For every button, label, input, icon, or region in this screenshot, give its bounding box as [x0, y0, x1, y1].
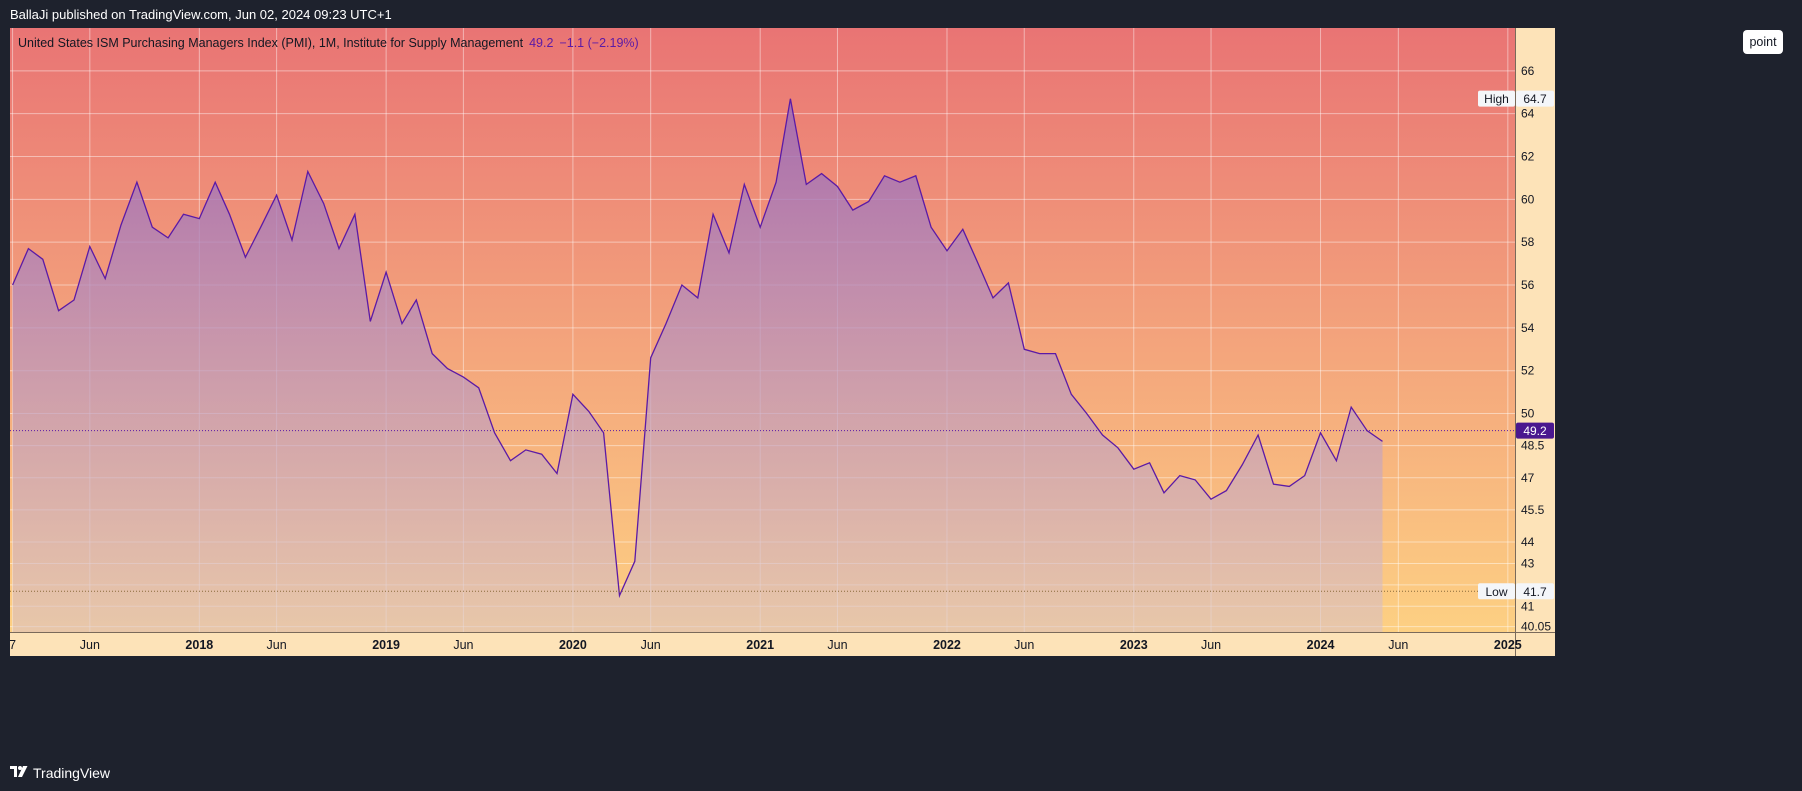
x-axis[interactable]: 7 Jun 2018 Jun 2019 Jun 2020 Jun 2021 Jun 2022 Jun 2…: [10, 638, 1522, 652]
x-tick-label: 2023: [1120, 638, 1148, 652]
y-tick-label: 52: [1521, 364, 1535, 378]
x-tick-label: Jun: [1014, 638, 1034, 652]
y-tick-label: 41: [1521, 599, 1535, 613]
y-tick-label: 45.5: [1521, 503, 1545, 517]
chart-panel[interactable]: 66646260585654525048.54745.54443424140.0…: [10, 28, 1792, 755]
pmi-chart[interactable]: 66646260585654525048.54745.54443424140.0…: [10, 28, 1792, 755]
pmi-line: [12, 98, 1383, 599]
price-tags: High 64.7 Low 41.7 49.2: [1478, 90, 1554, 600]
x-tick-label: Jun: [1201, 638, 1221, 652]
x-tick-label: Jun: [80, 638, 100, 652]
high-flag: [1478, 90, 1515, 107]
y-axis[interactable]: 66646260585654525048.54745.54443424140.0…: [1521, 64, 1551, 634]
y-tick-label: 47: [1521, 471, 1535, 485]
y-tick-label: 50: [1521, 407, 1535, 421]
x-tick-label: 2024: [1307, 638, 1335, 652]
x-tick-label: 2020: [559, 638, 587, 652]
low-flag: [1478, 583, 1515, 600]
high-tag: [1516, 90, 1554, 107]
y-tick-label: 44: [1521, 535, 1535, 549]
x-tick-label: Jun: [641, 638, 661, 652]
x-tick-label: 2022: [933, 638, 961, 652]
footer-brand: TradingView: [33, 765, 111, 781]
y-tick-label: 40.05: [1521, 620, 1551, 634]
marker-lines: [10, 430, 1515, 592]
last-tag: [1516, 422, 1554, 439]
y-tick-label: 56: [1521, 278, 1535, 292]
y-tick-label: 48.5: [1521, 439, 1545, 453]
x-tick-label: 2018: [185, 638, 213, 652]
x-tick-label: 7: [10, 638, 16, 652]
x-tick-label: 2019: [372, 638, 400, 652]
x-tick-label: Jun: [827, 638, 847, 652]
y-tick-label: 43: [1521, 556, 1535, 570]
legend-change: −1.1 (−2.19%): [559, 36, 639, 50]
chart-legend: United States ISM Purchasing Managers In…: [18, 36, 639, 50]
y-tick-label: 64: [1521, 107, 1535, 121]
last-tag-label: 49.2: [1523, 424, 1547, 438]
pmi-area: [12, 98, 1383, 632]
y-tick-label: 62: [1521, 150, 1535, 164]
high-tag-label: 64.7: [1523, 92, 1547, 106]
y-tick-label: 66: [1521, 64, 1535, 78]
publish-header: BallaJi published on TradingView.com, Ju…: [0, 0, 1802, 28]
y-tick-label: 60: [1521, 192, 1535, 206]
unit-button[interactable]: point: [1743, 30, 1783, 54]
published-text: BallaJi published on TradingView.com, Ju…: [10, 7, 392, 22]
low-flag-label: Low: [1485, 585, 1507, 599]
x-tick-label: 2021: [746, 638, 774, 652]
low-tag: [1516, 583, 1554, 600]
legend-title: United States ISM Purchasing Managers In…: [18, 36, 524, 50]
x-tick-label: Jun: [453, 638, 473, 652]
x-tick-label: Jun: [1388, 638, 1408, 652]
footer: TradingView: [0, 755, 1802, 791]
high-flag-label: High: [1484, 92, 1509, 106]
y-tick-label: 58: [1521, 235, 1535, 249]
x-tick-label: Jun: [267, 638, 287, 652]
low-tag-label: 41.7: [1523, 585, 1547, 599]
price-axis-background: [1515, 28, 1555, 632]
time-axis-background: [10, 632, 1555, 656]
tradingview-logo-icon: [10, 766, 28, 777]
y-tick-label: 54: [1521, 321, 1535, 335]
legend-last-value: 49.2: [529, 36, 554, 50]
x-tick-label: 2025: [1494, 638, 1522, 652]
